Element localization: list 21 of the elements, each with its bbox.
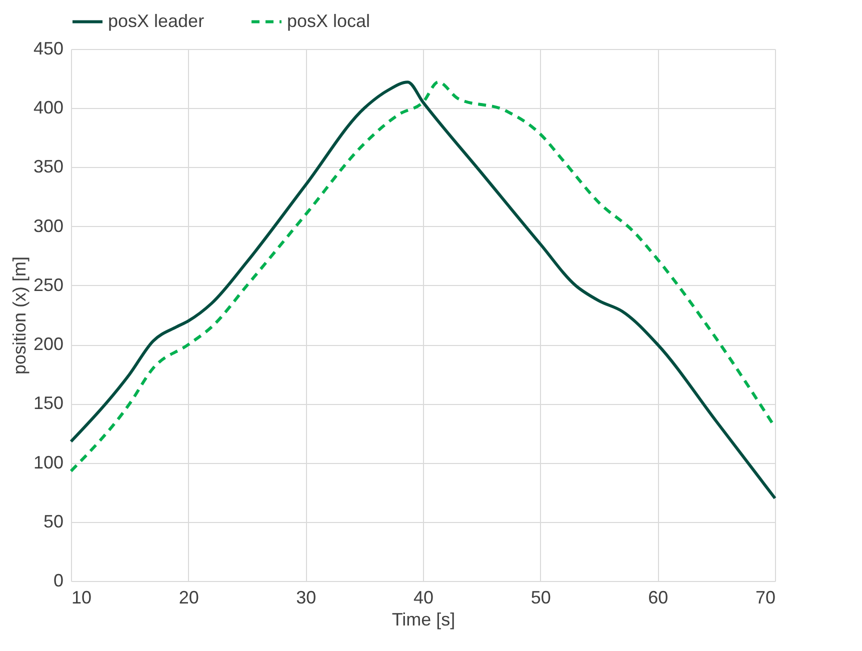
x-tick-label: 60 — [648, 588, 668, 608]
x-tick-label: 70 — [755, 588, 776, 608]
y-axis-title: position (x) [m] — [9, 256, 30, 375]
y-tick-label: 350 — [33, 156, 64, 177]
y-tick-label: 0 — [53, 570, 64, 590]
legend-label: posX local — [287, 10, 370, 31]
x-axis-title: Time [s] — [392, 610, 456, 630]
y-tick-label: 50 — [43, 511, 64, 532]
y-tick-label: 150 — [33, 393, 64, 414]
y-tick-label: 200 — [33, 334, 64, 354]
legend-label: posX leader — [108, 10, 204, 31]
y-tick-label: 450 — [33, 38, 64, 58]
x-tick-label: 40 — [413, 588, 434, 608]
x-tick-label: 50 — [530, 588, 551, 608]
y-tick-label: 400 — [33, 98, 64, 118]
x-tick-label: 10 — [72, 588, 92, 608]
y-tick-label: 300 — [33, 216, 64, 236]
y-tick-label: 100 — [33, 452, 64, 472]
x-tick-label: 20 — [178, 588, 199, 608]
x-tick-label: 30 — [296, 588, 316, 608]
y-tick-label: 250 — [33, 274, 64, 295]
